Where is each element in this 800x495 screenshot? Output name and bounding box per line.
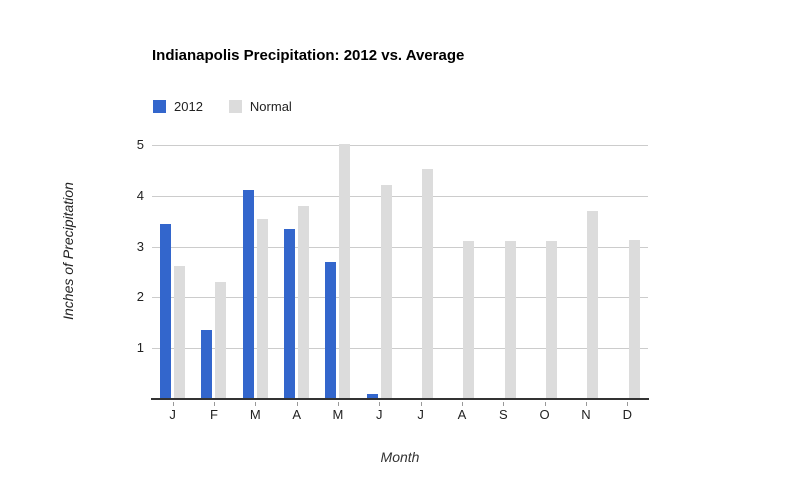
plot-area: J F M A M J J A S O N D 1 2 3 4 5 [137,135,649,422]
bar-normal-6 [380,185,392,399]
x-tick-label-12: D [622,407,632,422]
chart-column-1: J [152,135,193,422]
x-tick-11 [585,402,587,406]
y-tick-label-1: 1 [136,340,144,356]
bar-normal-3 [256,219,268,399]
x-tick-label-11: N [581,407,591,422]
chart-column-3: M [235,135,276,422]
legend-label-2012: 2012 [174,99,203,114]
chart-column-9: S [483,135,524,422]
x-tick-label-4: A [292,407,301,422]
bar-normal-2 [215,282,227,399]
bar-2012-5 [325,262,337,399]
x-tick-label-7: J [417,407,424,422]
gridline-1 [152,348,648,350]
y-tick-label-5: 5 [136,137,144,153]
x-tick-label-6: J [376,407,383,422]
chart-column-7: J [400,135,441,422]
x-tick-8 [461,402,463,406]
chart-column-4: A [276,135,317,422]
chart-column-2: F [193,135,234,422]
gridline-5 [152,145,648,147]
x-tick-label-5: M [332,407,344,422]
chart-column-6: J [359,135,400,422]
bar-2012-6 [366,394,378,399]
y-tick-label-2: 2 [136,289,144,305]
bar-normal-7 [422,169,434,399]
x-axis-line [151,398,649,400]
bar-2012-1 [160,224,172,399]
x-tick-6 [379,402,381,406]
x-tick-1 [172,402,174,406]
chart-title: Indianapolis Precipitation: 2012 vs. Ave… [152,47,465,64]
x-tick-label-10: O [539,407,550,422]
bar-normal-11 [587,211,599,399]
bar-normal-10 [546,241,558,399]
x-tick-9 [503,402,505,406]
bar-normal-1 [174,266,186,399]
x-tick-label-1: J [169,407,176,422]
legend-item-normal: Normal [228,99,292,114]
legend-swatch-2012 [153,100,166,113]
legend-item-2012: 2012 [153,99,203,114]
x-tick-label-9: S [498,407,508,422]
x-tick-3 [255,402,257,406]
legend: 2012 Normal [153,99,292,114]
x-tick-10 [544,402,546,406]
x-tick-2 [213,402,215,406]
y-axis-title: Inches of Precipitation [60,182,76,320]
gridline-4 [152,195,648,197]
x-tick-label-8: A [457,407,467,422]
bar-normal-8 [463,241,475,399]
gridline-2 [152,297,648,299]
bar-normal-9 [504,241,516,399]
x-tick-5 [337,402,339,406]
y-tick-label-4: 4 [136,187,144,203]
x-tick-12 [627,402,629,406]
x-axis-title: Month [380,449,420,465]
bar-2012-2 [201,330,213,399]
bar-normal-5 [339,144,351,399]
bar-2012-4 [284,229,296,399]
legend-swatch-normal [228,100,242,113]
legend-label-normal: Normal [249,99,292,114]
x-tick-4 [296,402,298,406]
chart-column-5: M [317,135,358,422]
x-tick-label-2: F [210,407,218,422]
chart-column-12: D [607,135,648,422]
bar-normal-4 [298,206,310,399]
x-tick-7 [420,402,422,406]
bar-normal-12 [628,240,640,399]
y-tick-label-3: 3 [136,238,144,254]
chart-column-10: O [524,135,565,422]
gridline-3 [152,246,648,248]
bar-2012-3 [242,190,254,399]
chart-column-11: N [565,135,606,422]
x-tick-label-3: M [249,407,261,422]
chart-column-8: A [441,135,482,422]
